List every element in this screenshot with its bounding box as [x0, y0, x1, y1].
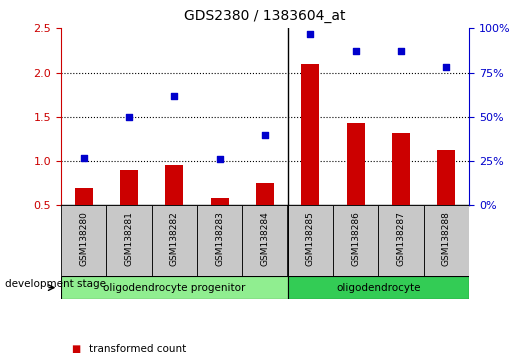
Bar — [437, 150, 455, 250]
Bar — [392, 133, 410, 250]
Bar — [423, 205, 469, 276]
Bar — [288, 205, 333, 276]
Bar — [152, 205, 197, 276]
Bar — [301, 64, 320, 250]
Text: GSM138280: GSM138280 — [79, 211, 88, 266]
Bar — [242, 205, 288, 276]
Text: GSM138288: GSM138288 — [442, 211, 451, 266]
Text: oligodendrocyte progenitor: oligodendrocyte progenitor — [103, 282, 245, 293]
Point — [170, 93, 179, 98]
Bar — [347, 123, 365, 250]
Bar — [61, 205, 107, 276]
Point — [215, 156, 224, 162]
Text: GDS2380 / 1383604_at: GDS2380 / 1383604_at — [184, 9, 346, 23]
Bar — [256, 183, 274, 250]
Bar — [120, 170, 138, 250]
Bar — [210, 198, 229, 250]
Point — [442, 64, 450, 70]
Text: oligodendrocyte: oligodendrocyte — [336, 282, 421, 293]
Text: ■: ■ — [72, 344, 81, 354]
Text: GSM138283: GSM138283 — [215, 211, 224, 266]
Text: GSM138284: GSM138284 — [261, 211, 269, 266]
Bar — [197, 205, 242, 276]
Bar — [288, 276, 469, 299]
Point — [351, 48, 360, 54]
Point — [397, 48, 405, 54]
Bar — [333, 205, 378, 276]
Text: GSM138285: GSM138285 — [306, 211, 315, 266]
Bar — [165, 166, 183, 250]
Text: development stage: development stage — [5, 279, 107, 289]
Bar — [107, 205, 152, 276]
Bar — [61, 276, 288, 299]
Bar — [378, 205, 423, 276]
Point — [306, 31, 315, 36]
Bar — [75, 188, 93, 250]
Point — [80, 155, 88, 160]
Point — [261, 132, 269, 137]
Text: GSM138286: GSM138286 — [351, 211, 360, 266]
Text: transformed count: transformed count — [89, 344, 186, 354]
Text: GSM138281: GSM138281 — [125, 211, 134, 266]
Point — [125, 114, 133, 120]
Text: GSM138287: GSM138287 — [396, 211, 405, 266]
Text: GSM138282: GSM138282 — [170, 211, 179, 266]
